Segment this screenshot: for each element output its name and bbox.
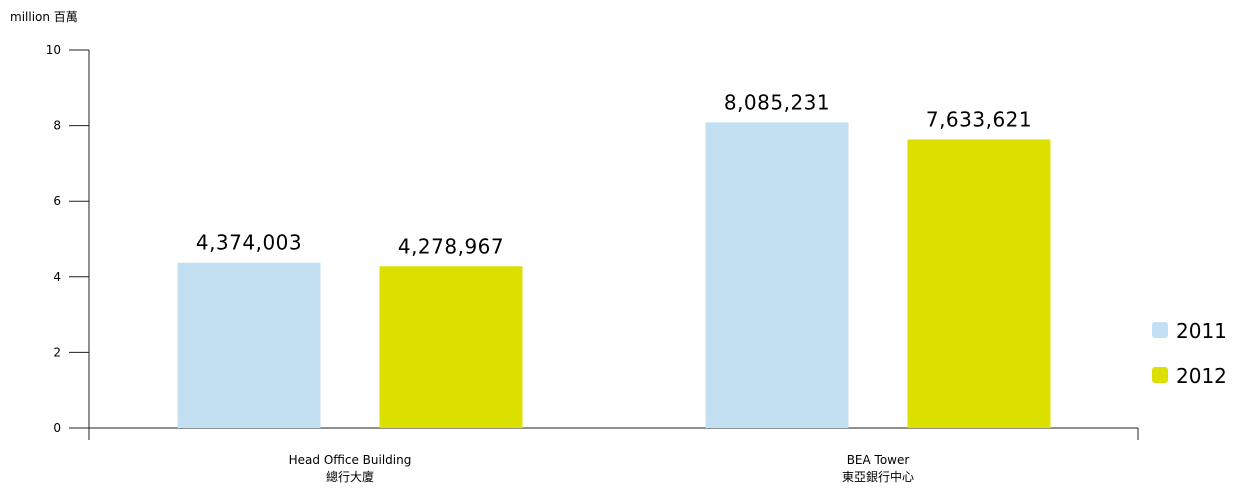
bar-2012-1: [907, 139, 1051, 428]
axes: 0 2 4 6 8 10 Head Office Building 總行大廈 BEA Tower…: [46, 43, 1139, 484]
data-label: 4,374,003: [196, 231, 302, 255]
y-tick-label: 8: [53, 119, 61, 133]
legend-swatch: [1152, 367, 1168, 383]
data-label: 8,085,231: [724, 90, 830, 114]
y-tick-label: 6: [53, 194, 61, 208]
category-label: BEA Tower: [847, 453, 910, 467]
data-label: 7,633,621: [926, 107, 1032, 131]
category-label: Head Office Building: [289, 453, 412, 467]
legend: 2011 2012: [1152, 319, 1227, 388]
legend-swatch: [1152, 322, 1168, 338]
legend-label: 2012: [1176, 364, 1227, 388]
y-unit-label: million 百萬: [10, 10, 78, 24]
y-tick-label: 10: [46, 43, 61, 57]
category-label: 東亞銀行中心: [842, 469, 914, 484]
bar-2011-0: [177, 262, 321, 428]
bar-2011-1: [705, 122, 849, 428]
y-tick-label: 0: [53, 421, 61, 435]
data-label: 4,278,967: [398, 234, 504, 258]
y-tick-label: 4: [53, 270, 61, 284]
bars: 4,374,003 4,278,967 8,085,231 7,633,621: [177, 90, 1051, 428]
category-label: 總行大廈: [326, 469, 374, 484]
y-tick-label: 2: [53, 345, 61, 359]
bar-2012-0: [379, 266, 523, 428]
legend-label: 2011: [1176, 319, 1227, 343]
